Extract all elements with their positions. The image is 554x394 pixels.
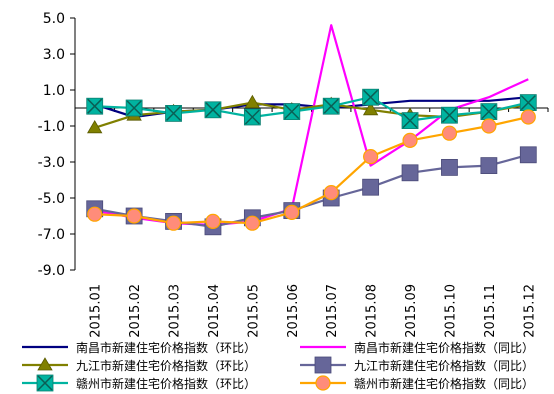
data-point: [243, 108, 261, 126]
data-point-cross: [37, 375, 53, 391]
x-tick-label: 2015.10: [443, 284, 458, 338]
series-2: [94, 24, 529, 227]
data-point: [520, 109, 536, 125]
x-tick-label: 2015.08: [365, 284, 380, 338]
x-tick-label: 2015.06: [286, 284, 301, 338]
data-point-cross: [520, 95, 536, 111]
data-point: [284, 204, 300, 220]
data-point-cross: [205, 102, 221, 118]
legend-item: 南昌市新建住宅价格指数（同比）: [300, 340, 534, 355]
data-point: [126, 208, 142, 224]
series-5: [86, 88, 537, 129]
legend-item: 南昌市新建住宅价格指数（环比）: [22, 340, 256, 355]
data-point: [125, 99, 143, 117]
data-point-cross: [323, 98, 339, 114]
x-tick-label: 2015.12: [522, 284, 537, 338]
legend-label: 南昌市新建住宅价格指数（同比）: [354, 340, 534, 355]
data-point: [480, 157, 498, 175]
legend-label: 九江市新建住宅价格指数（同比）: [354, 358, 534, 373]
chart-axes: 5.0 3.0 1.0 -1.0 -3.0 -5.0 -7.0 -9.0 2015.01 2015…: [38, 11, 549, 338]
data-point: [481, 118, 497, 134]
data-point-cross: [402, 113, 418, 129]
data-point: [362, 102, 379, 116]
x-tick-label: 2015.09: [404, 284, 419, 338]
data-point-cross: [87, 98, 103, 114]
data-point: [87, 206, 103, 222]
data-point: [322, 97, 340, 115]
data-point-cross: [481, 104, 497, 120]
legend-item: 赣州市新建住宅价格指数（同比）: [300, 375, 534, 391]
x-tick-label: 2015.02: [128, 284, 143, 338]
data-point: [480, 103, 498, 120]
data-point: [36, 374, 54, 392]
data-point: [519, 146, 537, 164]
data-point-cross: [244, 109, 260, 125]
data-point: [165, 105, 182, 122]
legend-item: 九江市新建住宅价格指数（环比）: [22, 357, 256, 373]
x-tick-label: 2015.01: [89, 284, 104, 338]
series-line: [94, 115, 529, 225]
y-tick-label: -7.0: [38, 227, 65, 243]
y-tick-label: -5.0: [38, 191, 65, 207]
data-point: [37, 357, 53, 371]
x-tick-label: 2015.04: [207, 284, 222, 338]
legend-label: 九江市新建住宅价格指数（环比）: [76, 358, 256, 373]
y-tick-label: 1.0: [43, 83, 65, 99]
data-point: [401, 112, 419, 129]
y-tick-label: -3.0: [38, 155, 65, 171]
legend-label: 南昌市新建住宅价格指数（环比）: [76, 340, 256, 355]
data-point: [519, 94, 537, 111]
y-tick-label: -9.0: [38, 263, 65, 279]
data-point: [87, 120, 103, 134]
data-point-cross: [441, 107, 457, 123]
series-line: [94, 24, 529, 227]
series-6: [87, 109, 536, 231]
legend-item: 赣州市新建住宅价格指数（环比）: [22, 374, 256, 392]
data-point: [244, 215, 260, 231]
data-point: [204, 101, 222, 119]
data-point: [165, 215, 182, 231]
x-tick-label: 2015.05: [246, 284, 261, 338]
data-point-cross: [166, 105, 182, 121]
data-point-cross: [284, 104, 300, 120]
legend-item: 九江市新建住宅价格指数（同比）: [300, 356, 534, 374]
data-point-cross: [126, 100, 142, 116]
legend-label: 赣州市新建住宅价格指数（同比）: [354, 376, 534, 391]
x-tick-label: 2015.11: [483, 284, 498, 338]
data-point-cross: [363, 89, 379, 105]
y-tick-label: -1.0: [38, 119, 65, 135]
data-point: [244, 94, 261, 108]
data-point: [315, 375, 331, 391]
x-tick-label: 2015.03: [168, 284, 183, 338]
data-point: [441, 106, 458, 124]
legend-label: 赣州市新建住宅价格指数（环比）: [76, 376, 256, 391]
data-point: [401, 164, 419, 182]
data-point: [323, 185, 339, 201]
y-tick-label: 3.0: [43, 47, 65, 63]
data-point: [205, 213, 221, 229]
data-point: [441, 125, 458, 141]
y-tick-label: 5.0: [43, 11, 65, 27]
x-tick-label: 2015.07: [325, 284, 340, 338]
data-point: [86, 97, 104, 115]
data-point: [441, 158, 458, 176]
data-point: [314, 356, 332, 374]
data-point: [283, 103, 301, 120]
data-point: [402, 132, 418, 148]
data-point: [362, 88, 380, 106]
series-line: [94, 153, 529, 228]
legend: 南昌市新建住宅价格指数（环比） 南昌市新建住宅价格指数（同比） 九江市新建住宅价格指…: [22, 340, 534, 392]
data-point: [363, 149, 379, 165]
data-point: [362, 178, 380, 196]
series-layer: [86, 24, 537, 236]
